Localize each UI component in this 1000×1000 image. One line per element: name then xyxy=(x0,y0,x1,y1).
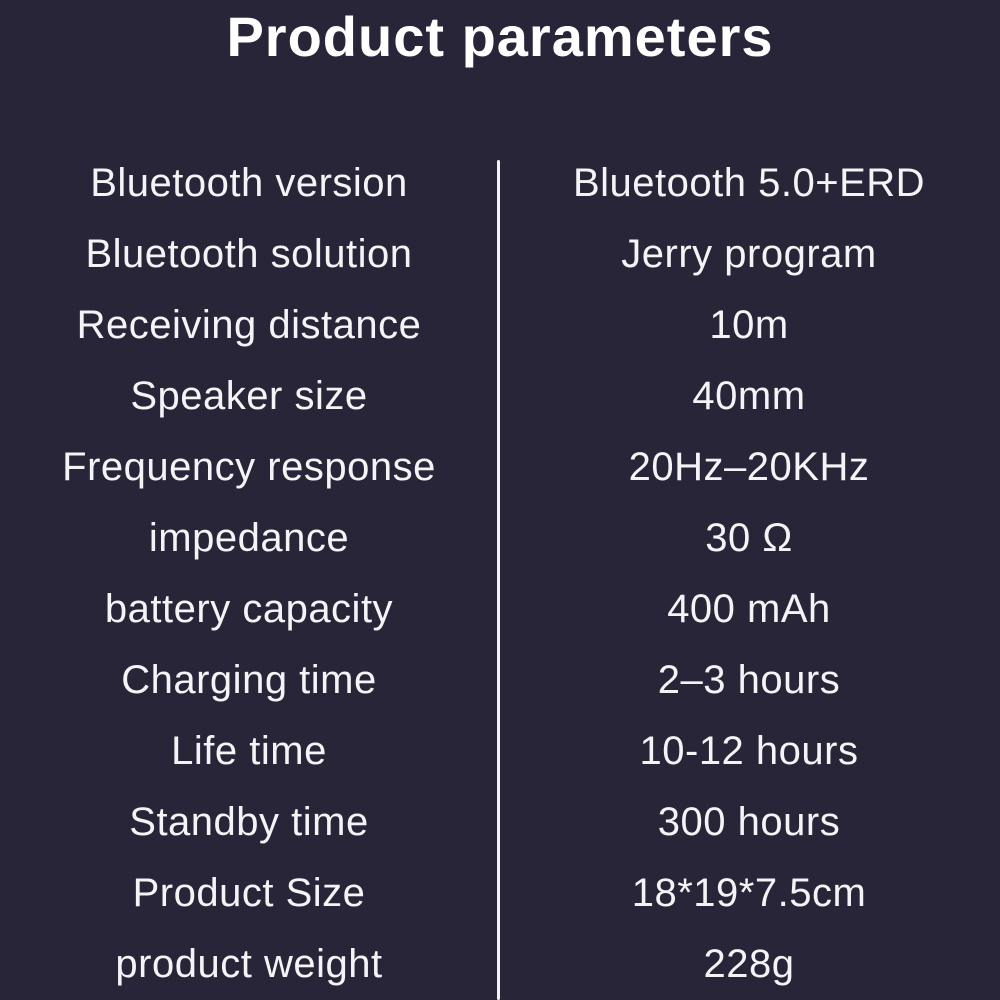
param-label: Bluetooth solution xyxy=(85,232,413,276)
table-row: Bluetooth solution Jerry program xyxy=(0,219,1000,290)
table-row: Standby time 300 hours xyxy=(0,787,1000,858)
table-row: Receiving distance 10m xyxy=(0,290,1000,361)
table-row: Life time 10-12 hours xyxy=(0,716,1000,787)
page-title: Product parameters xyxy=(226,5,774,68)
param-value: 10-12 hours xyxy=(639,729,859,773)
param-label: Life time xyxy=(171,729,327,773)
table-row: impedance 30 Ω xyxy=(0,503,1000,574)
param-label: Speaker size xyxy=(130,374,368,418)
param-value: Bluetooth 5.0+ERD xyxy=(572,161,926,205)
param-value: 300 hours xyxy=(657,800,841,844)
param-value: 18*19*7.5cm xyxy=(631,871,867,915)
param-label: Product Size xyxy=(132,871,366,915)
table-row: Bluetooth version Bluetooth 5.0+ERD xyxy=(0,148,1000,219)
param-label: impedance xyxy=(148,516,350,560)
column-divider-line xyxy=(497,160,500,1000)
param-label: Charging time xyxy=(121,658,377,702)
table-row: Speaker size 40mm xyxy=(0,361,1000,432)
param-label: Standby time xyxy=(129,800,369,844)
param-value: 2–3 hours xyxy=(657,658,841,702)
table-row: battery capacity 400 mAh xyxy=(0,574,1000,645)
spec-table: Bluetooth version Bluetooth 5.0+ERD Blue… xyxy=(0,148,1000,1000)
param-label: Receiving distance xyxy=(76,303,422,347)
param-value: 20Hz–20KHz xyxy=(628,445,870,489)
param-value: 40mm xyxy=(692,374,806,418)
param-value: 400 mAh xyxy=(667,587,831,631)
table-row: Frequency response 20Hz–20KHz xyxy=(0,432,1000,503)
param-label: battery capacity xyxy=(104,587,394,631)
param-label: product weight xyxy=(115,942,383,986)
table-row: Charging time 2–3 hours xyxy=(0,645,1000,716)
param-value: 10m xyxy=(709,303,789,347)
param-label: Frequency response xyxy=(62,445,436,489)
param-label: Bluetooth version xyxy=(90,161,408,205)
param-value: Jerry program xyxy=(621,232,877,276)
param-value: 30 Ω xyxy=(705,516,793,560)
table-row: Product Size 18*19*7.5cm xyxy=(0,858,1000,929)
param-value: 228g xyxy=(703,942,795,986)
table-row: product weight 228g xyxy=(0,929,1000,1000)
